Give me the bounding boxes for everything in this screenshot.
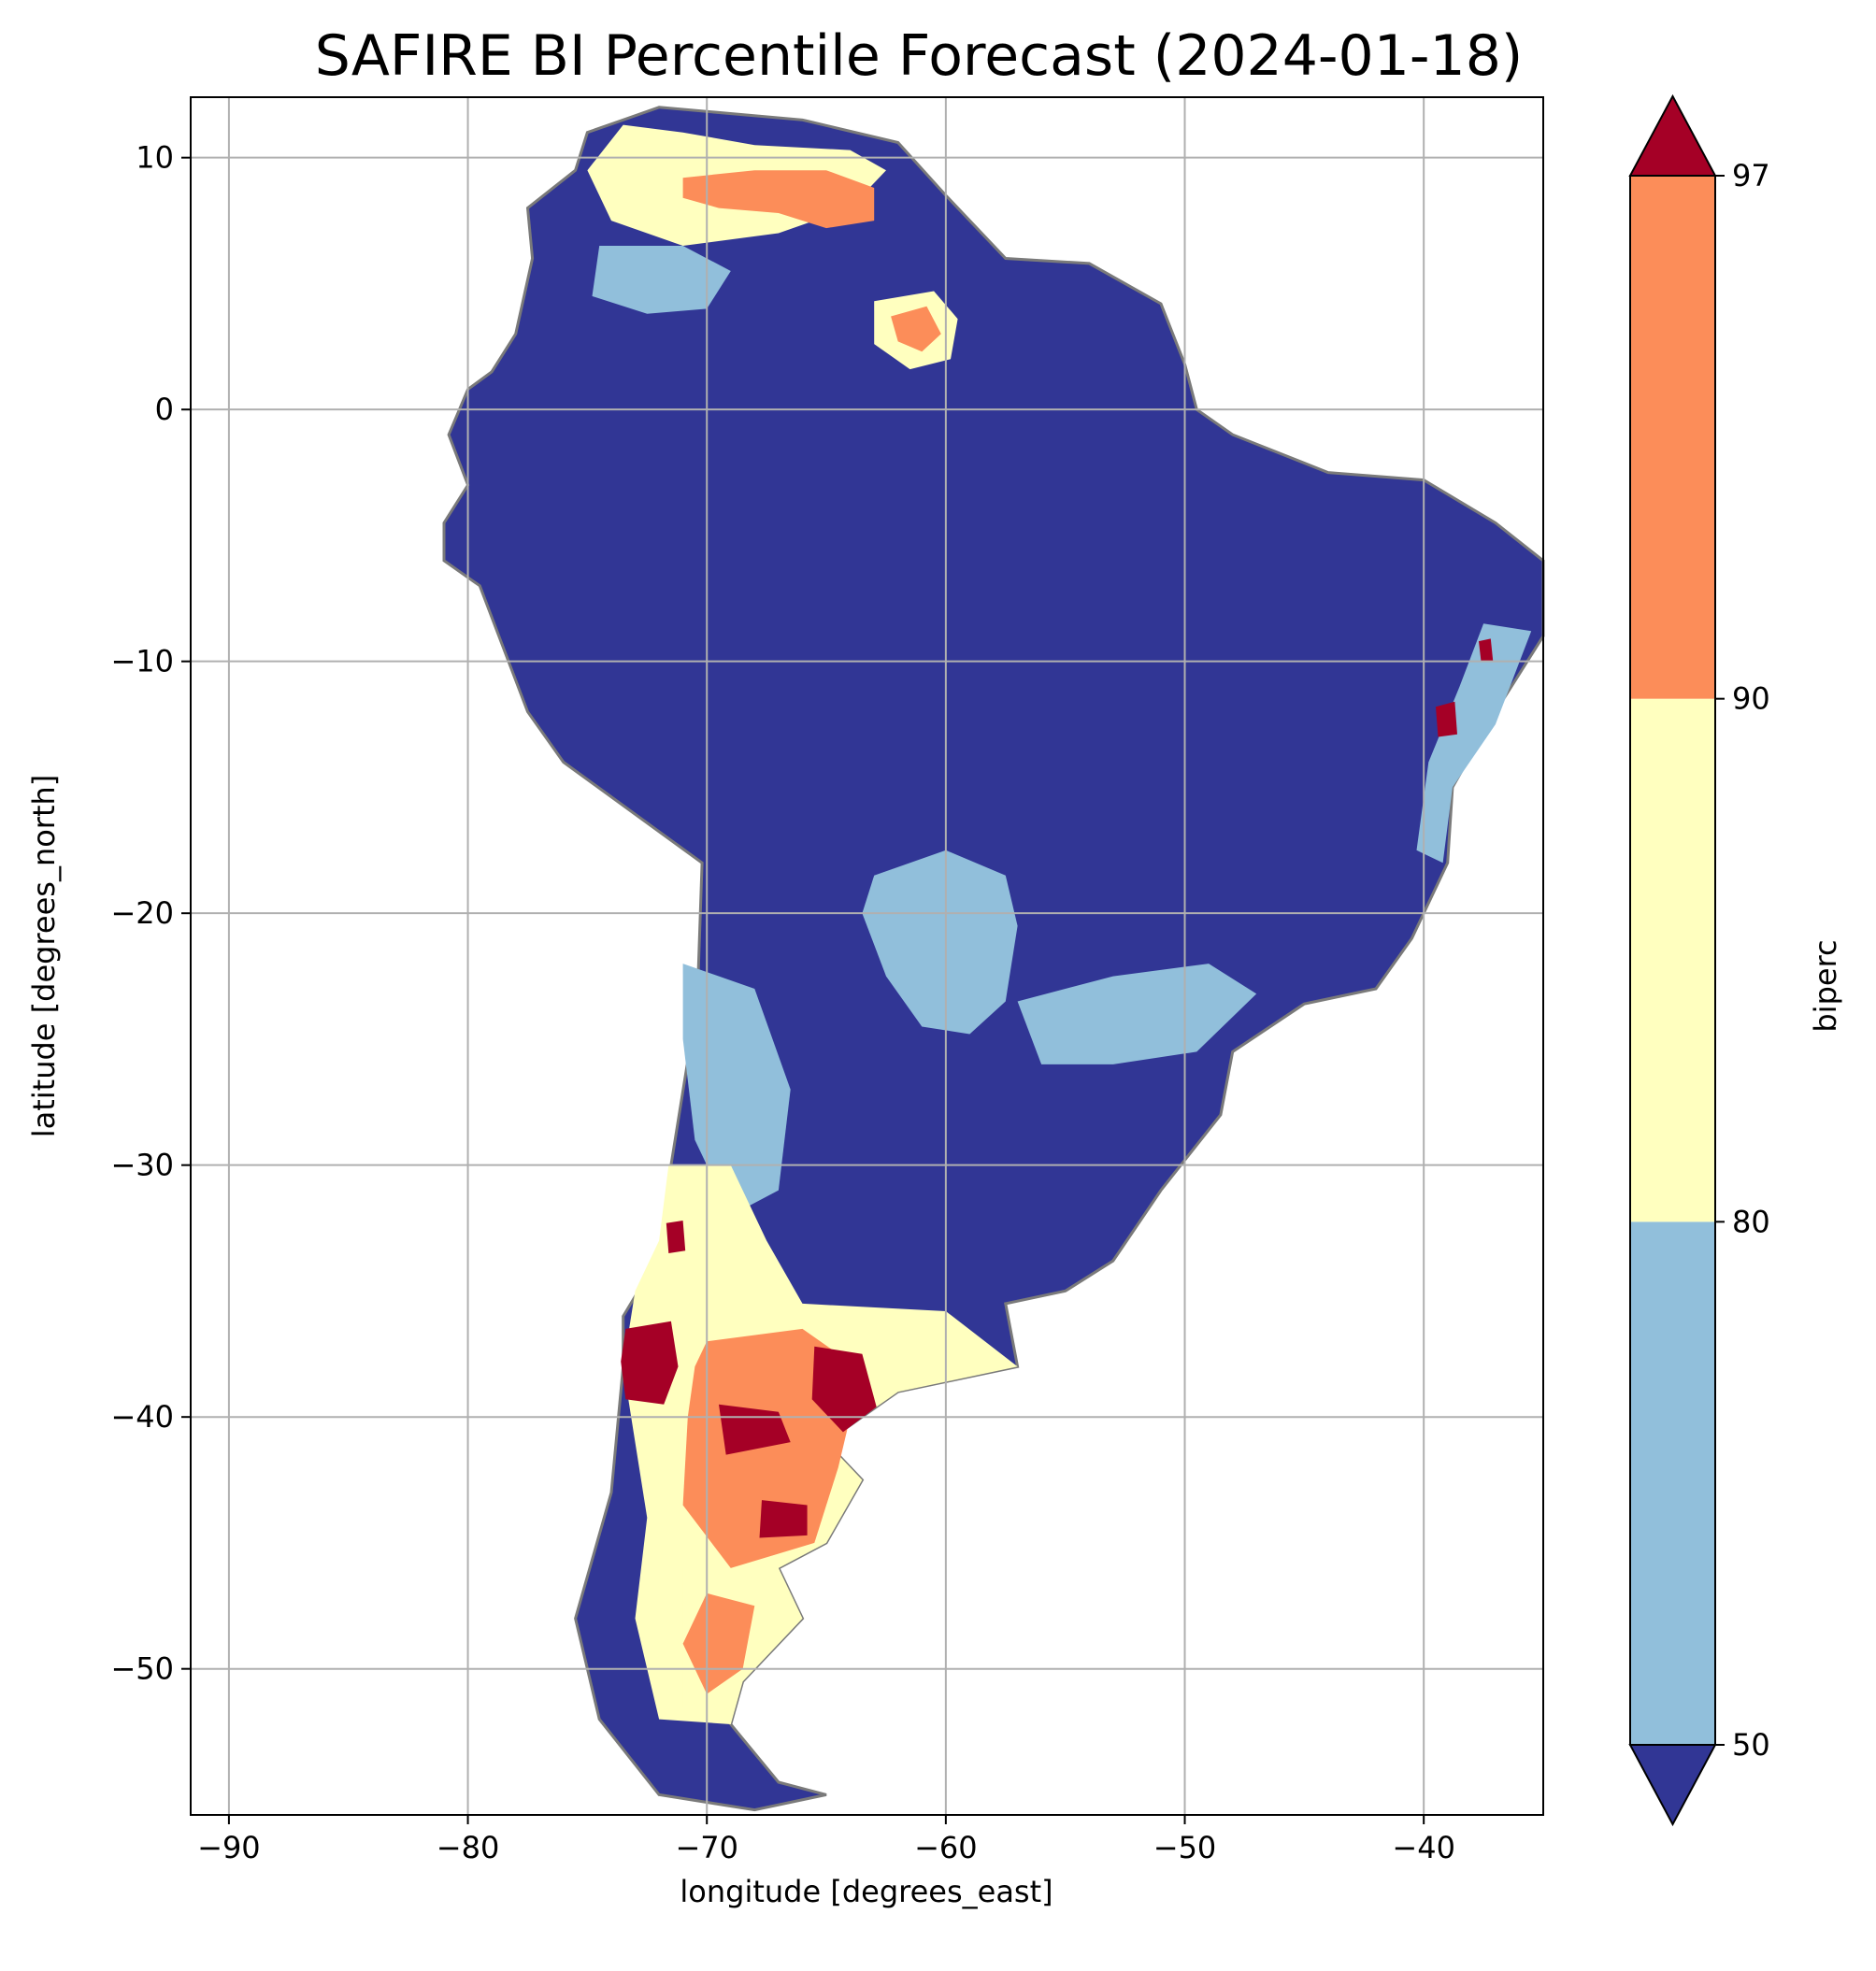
colorbar-segment — [1630, 176, 1715, 699]
map-area: −90 −80 −70 −60 −50 −40 10 0 −10 −20 −30 −40 −50 — [110, 96, 1545, 1865]
colorbar-tick-label: 50 — [1732, 1727, 1770, 1763]
colorbar-tick-label: 80 — [1732, 1204, 1770, 1239]
gridlines — [191, 97, 1543, 1815]
x-tick-label: −60 — [914, 1830, 978, 1865]
y-tick-label: −40 — [110, 1399, 174, 1435]
y-axis-ticks: 10 0 −10 −20 −30 −40 −50 — [110, 140, 191, 1687]
y-tick-label: −50 — [110, 1651, 174, 1687]
region-parana-basin — [1017, 964, 1257, 1064]
colorbar: 50 80 90 97 — [1628, 93, 1770, 1827]
y-tick-label: −30 — [110, 1148, 174, 1183]
region-araucania — [621, 1321, 679, 1405]
region-colombian-llanos — [592, 246, 731, 314]
colorbar-label: biperc — [1808, 939, 1843, 1032]
x-tick-label: −80 — [437, 1830, 500, 1865]
region-santa-cruz — [759, 1500, 808, 1538]
colorbar-tick-label: 90 — [1732, 681, 1770, 717]
colorbar-extend-max — [1628, 93, 1717, 177]
region-venezuelan-llanos — [682, 170, 875, 229]
x-tick-label: −90 — [197, 1830, 261, 1865]
y-tick-label: 0 — [155, 392, 174, 427]
region-rio-negro — [811, 1346, 877, 1433]
x-axis-ticks: −90 −80 −70 −60 −50 −40 — [197, 1815, 1455, 1865]
x-tick-label: −70 — [675, 1830, 738, 1865]
colorbar-frame — [1629, 175, 1716, 1746]
y-axis-label: latitude [degrees_north] — [26, 775, 62, 1138]
region-bahia-coast — [1416, 623, 1532, 864]
y-tick-label: −10 — [110, 644, 174, 679]
region-patagonia — [682, 1328, 851, 1568]
colorbar-tick-label: 97 — [1732, 158, 1770, 193]
colorbar-extend-min — [1628, 1744, 1717, 1827]
y-tick-label: −20 — [110, 895, 174, 931]
region-andes-strip — [682, 964, 791, 1216]
x-axis-label: longitude [degrees_east] — [680, 1874, 1053, 1909]
colorbar-segment — [1630, 1221, 1715, 1745]
colorbar-segment — [1630, 698, 1715, 1222]
region-pernambuco-hotspot — [1479, 638, 1494, 662]
heatmap-regions — [442, 106, 1545, 1812]
region-bahia-hotspot — [1436, 701, 1457, 737]
x-tick-label: −50 — [1153, 1830, 1217, 1865]
region-chaco — [862, 850, 1018, 1035]
y-tick-label: 10 — [136, 140, 174, 176]
chart-title: SAFIRE BI Percentile Forecast (2024-01-1… — [315, 23, 1524, 89]
map-frame — [190, 96, 1544, 1816]
x-tick-label: −40 — [1392, 1830, 1455, 1865]
region-coquimbo — [666, 1221, 686, 1253]
region-roraima-core — [891, 306, 941, 352]
